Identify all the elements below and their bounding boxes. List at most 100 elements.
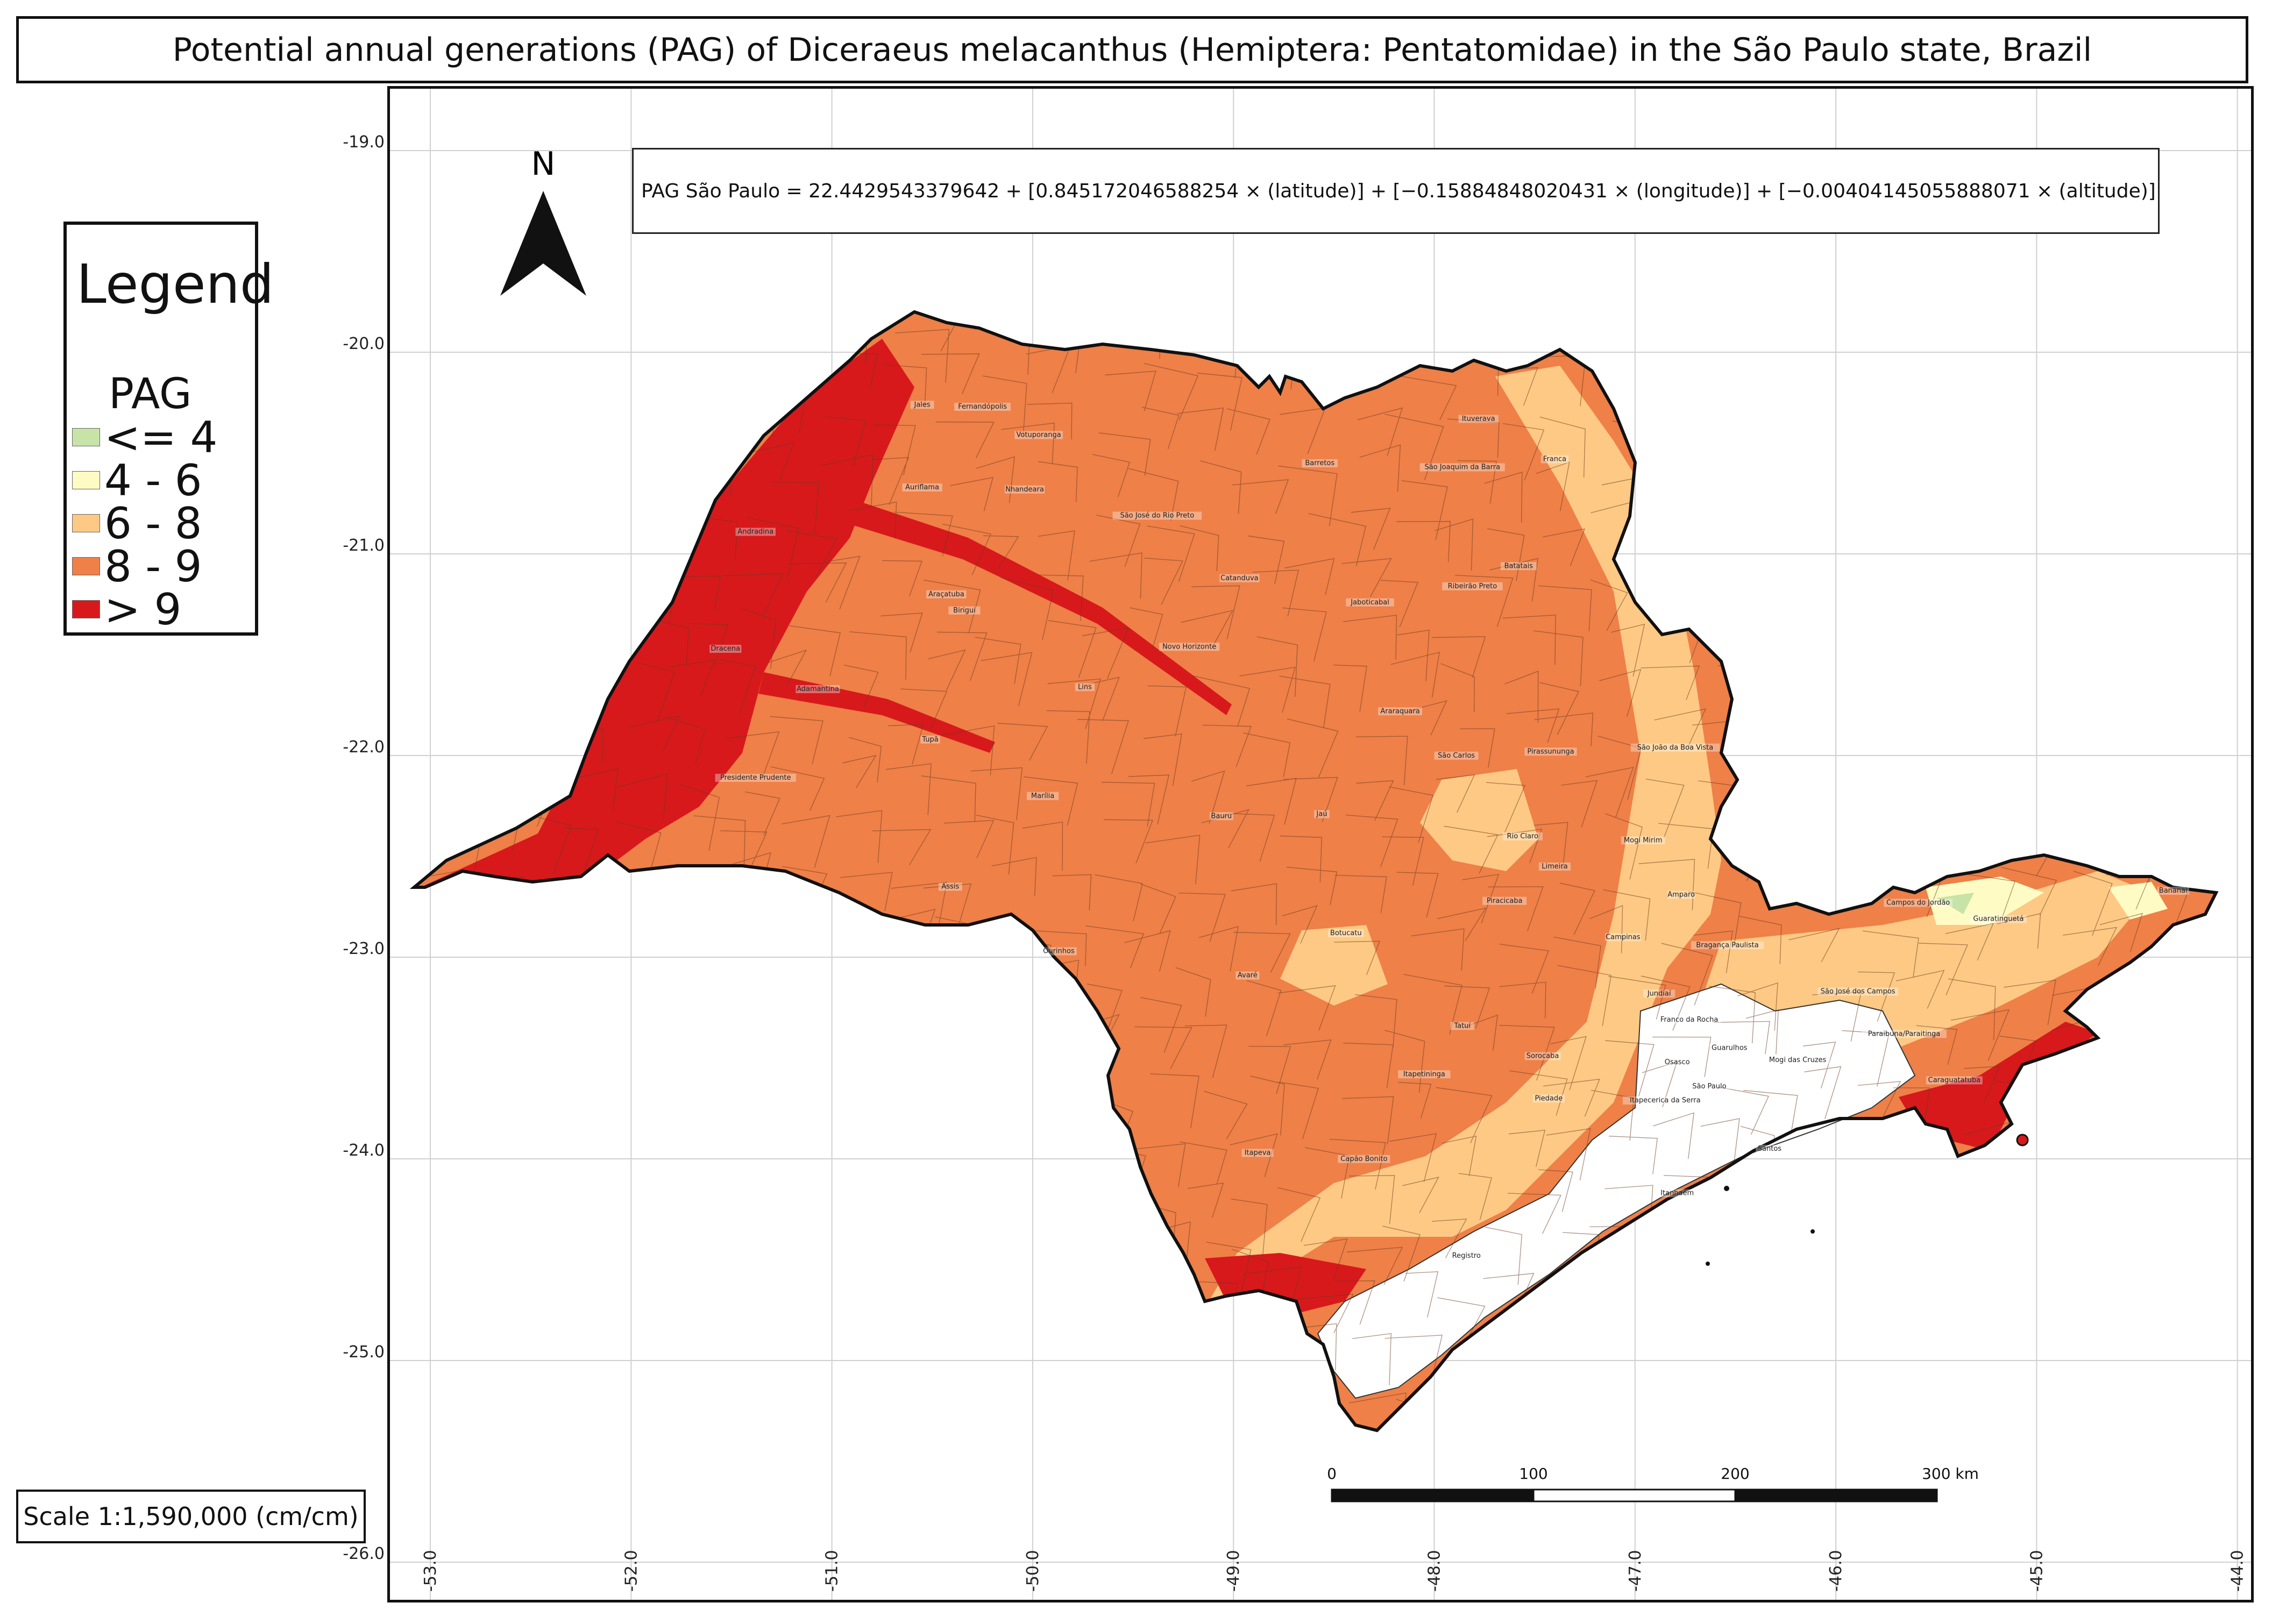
pag-zone-gt9-valley2 (758, 672, 995, 753)
municipal-boundary (1078, 1224, 1113, 1279)
municipal-boundary (1858, 1354, 1910, 1409)
municipal-boundary (616, 1193, 657, 1258)
municipal-boundary (1105, 371, 1156, 411)
municipal-boundary (990, 1338, 1034, 1381)
municipal-boundary (417, 938, 474, 1003)
city-label: Dracena (711, 645, 740, 653)
municipal-boundary (2103, 365, 2157, 425)
city-label: Batatais (1504, 562, 1533, 570)
municipal-boundary (1237, 330, 1281, 373)
municipal-boundary (1461, 1014, 1499, 1051)
city-label-halo (1605, 933, 1641, 942)
municipal-boundary (1144, 733, 1182, 786)
municipal-boundary (1954, 412, 1999, 461)
municipal-boundary (631, 1424, 687, 1430)
municipal-boundary (1504, 671, 1539, 723)
municipal-boundary (1278, 1081, 1319, 1139)
municipal-boundary (1855, 318, 1889, 373)
municipal-boundary (928, 1388, 979, 1430)
municipal-boundary (1942, 720, 1985, 764)
municipal-boundary (2060, 741, 2116, 786)
municipal-boundary (1795, 1325, 1831, 1373)
municipal-boundary (2055, 355, 2096, 401)
municipal-boundary (740, 1293, 777, 1332)
municipal-boundary (1944, 527, 1990, 575)
municipal-boundary (1863, 930, 1919, 978)
city-label: Avaré (1238, 972, 1258, 980)
municipal-boundary (1864, 609, 1914, 649)
state-region-8-9 (414, 312, 2216, 1430)
municipal-boundary (2175, 569, 2216, 603)
municipal-boundary (1970, 659, 2018, 710)
municipal-boundary (2068, 632, 2110, 697)
municipal-boundary (1999, 720, 2046, 760)
municipal-boundary (2205, 962, 2216, 998)
city-label: Campos do Jordão (1886, 899, 1950, 907)
municipal-boundary (1277, 1187, 1321, 1242)
municipal-boundary (1128, 1389, 1178, 1430)
municipal-boundary (744, 1329, 803, 1380)
municipal-boundary (1401, 480, 1448, 540)
municipal-boundary (1585, 767, 1634, 818)
municipal-boundary (2098, 658, 2138, 694)
municipal-boundary (2117, 461, 2176, 508)
municipal-boundary (1718, 1086, 1769, 1135)
municipal-boundary (745, 791, 780, 836)
municipal-boundary (526, 1186, 583, 1240)
municipal-boundary (1402, 1177, 1439, 1213)
municipal-boundary (1850, 1236, 1905, 1281)
municipal-boundary (2177, 804, 2214, 856)
municipal-boundary (1082, 627, 1129, 679)
municipal-boundary (693, 815, 746, 872)
lon-label: -52.0 (622, 1550, 641, 1592)
municipal-boundary (1191, 770, 1225, 824)
municipal-boundary (946, 1074, 1004, 1112)
municipal-boundary (1714, 1021, 1770, 1055)
municipal-boundary (1089, 552, 1142, 599)
municipal-boundary (1565, 1301, 1624, 1355)
municipal-boundary (1145, 835, 1201, 885)
municipal-boundary (1947, 1232, 1997, 1271)
municipal-boundary (1586, 1381, 1642, 1430)
municipal-boundary (1382, 1226, 1421, 1282)
municipal-boundary (1910, 357, 1954, 403)
municipal-boundary (1178, 892, 1226, 942)
municipal-boundary (928, 649, 966, 691)
municipal-boundary (665, 716, 705, 766)
municipal-boundary (1948, 978, 1996, 1041)
municipal-boundary (884, 1321, 935, 1365)
municipal-boundary (680, 980, 740, 1025)
municipal-boundary (2073, 811, 2127, 852)
municipal-boundary (1692, 1334, 1749, 1385)
municipal-boundary (1243, 732, 1291, 777)
municipal-boundary (2154, 1381, 2205, 1430)
city-label: Jaboticabal (1350, 599, 1389, 607)
municipal-boundary (2165, 421, 2216, 454)
municipal-boundary (1177, 407, 1224, 451)
municipal-boundary (1918, 580, 1961, 635)
municipal-boundary (952, 1327, 996, 1362)
city-label: Pirassununga (1527, 747, 1574, 756)
municipal-boundary (2059, 1186, 2113, 1238)
city-label-halo (1314, 810, 1330, 818)
municipal-boundary (1996, 1164, 2038, 1206)
municipal-boundary (1444, 985, 1490, 1029)
municipal-boundary (414, 511, 471, 556)
municipal-boundary (822, 555, 861, 610)
municipal-boundary (679, 433, 732, 496)
municipal-boundary (882, 560, 922, 597)
municipal-boundary (791, 1045, 827, 1100)
municipal-boundary (1382, 836, 1424, 886)
municipal-boundary (1087, 1392, 1146, 1430)
lat-label: -25.0 (343, 1343, 385, 1362)
municipal-boundary (1054, 1322, 1094, 1370)
island-small-2 (1810, 1229, 1815, 1234)
municipal-boundary (1920, 802, 1971, 856)
municipal-boundary (747, 517, 799, 579)
scalebar-tick-0: 0 (1327, 1465, 1337, 1483)
municipal-boundary (1809, 570, 1849, 618)
municipal-boundary (730, 1424, 769, 1430)
municipal-boundary (975, 637, 1021, 684)
city-label: Tupã (921, 736, 938, 744)
